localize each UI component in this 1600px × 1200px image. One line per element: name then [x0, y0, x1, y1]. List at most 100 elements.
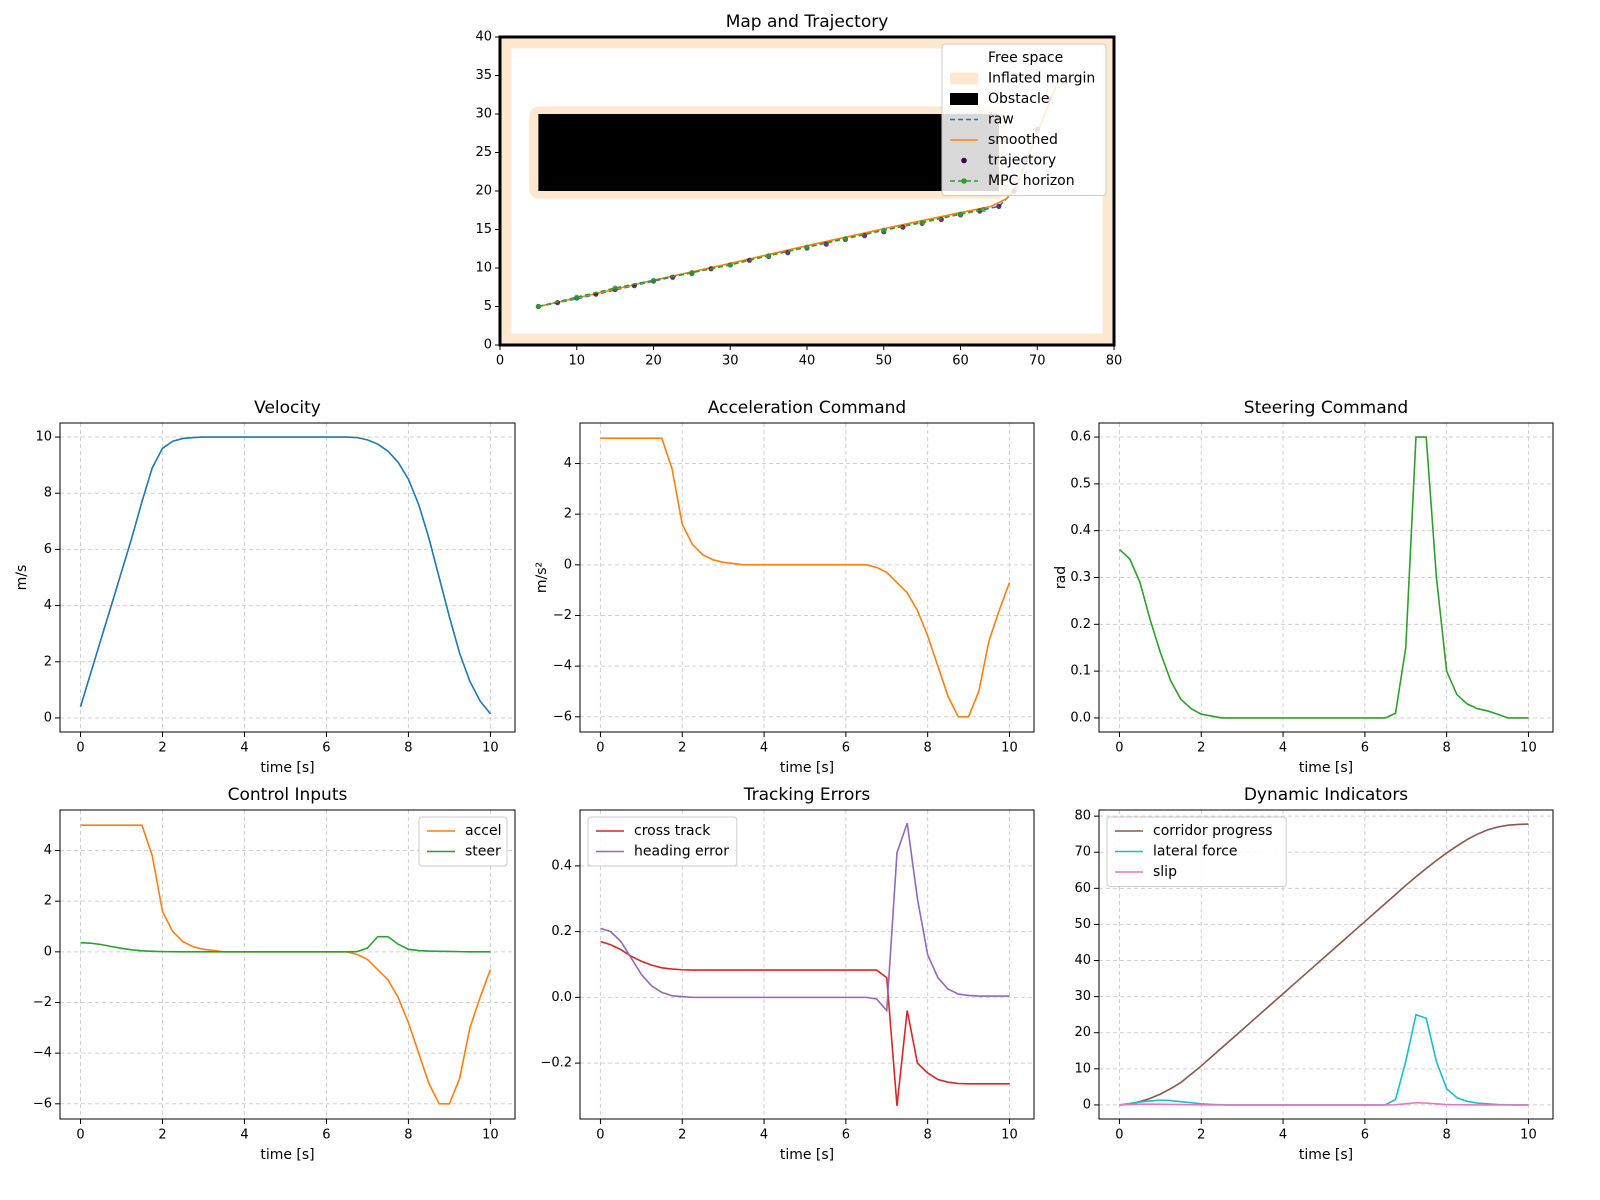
y-tick-label: −6 [33, 1096, 52, 1111]
series-line [1119, 1013, 1529, 1106]
x-tick-label: 10 [1001, 1128, 1018, 1143]
legend-label: slip [1153, 864, 1177, 880]
y-tick-label: 60 [1074, 881, 1091, 896]
legend-label: raw [988, 112, 1014, 128]
y-tick-label: 0.5 [1070, 476, 1091, 491]
legend-swatch [950, 93, 978, 105]
x-tick-label: 30 [722, 354, 739, 369]
legend-label: Free space [988, 50, 1063, 66]
x-tick-label: 0 [1115, 741, 1123, 756]
point [919, 219, 925, 226]
y-tick-label: 20 [475, 184, 492, 199]
x-tick-label: 40 [799, 354, 816, 369]
point [804, 244, 810, 250]
y-tick-label: 0 [44, 944, 52, 959]
point [650, 277, 657, 283]
chart-title: Acceleration Command [708, 398, 906, 418]
point [689, 270, 695, 276]
y-tick-label: −2 [553, 608, 572, 623]
y-tick-label: 80 [1074, 809, 1091, 824]
y-tick-label: 0.0 [1070, 710, 1091, 725]
legend-label: lateral force [1153, 844, 1238, 860]
y-tick-label: 30 [475, 107, 492, 122]
y-tick-label: 0.3 [1070, 570, 1091, 585]
x-tick-label: 2 [1197, 1128, 1205, 1143]
y-tick-label: −4 [33, 1046, 52, 1061]
chart-title: Steering Command [1244, 398, 1408, 418]
x-tick-label: 10 [1520, 1128, 1537, 1143]
series-line [600, 822, 1010, 1013]
x-tick-label: 4 [1279, 741, 1287, 756]
y-tick-label: 0.0 [551, 990, 572, 1005]
x-tick-label: 8 [404, 1128, 412, 1143]
y-tick-label: 10 [475, 261, 492, 276]
x-tick-label: 10 [1001, 741, 1018, 756]
y-tick-label: 20 [1074, 1025, 1091, 1040]
x-axis-label: time [s] [780, 1147, 834, 1163]
y-tick-label: 4 [44, 843, 52, 858]
x-tick-label: 4 [760, 1128, 768, 1143]
series-line [80, 824, 492, 1105]
y-tick-label: 25 [475, 145, 492, 160]
y-tick-label: −4 [553, 659, 572, 674]
y-tick-label: 0.2 [1070, 617, 1091, 632]
point [727, 262, 733, 268]
y-tick-label: 6 [44, 542, 52, 557]
legend-swatch [961, 178, 967, 184]
frame [498, 35, 1116, 347]
y-tick-label: 2 [564, 507, 572, 522]
series-line [1119, 1101, 1529, 1106]
obstacle [538, 114, 999, 191]
x-tick-label: 10 [482, 741, 499, 756]
x-tick-label: 0 [1115, 1128, 1123, 1143]
frame [579, 809, 1035, 1120]
chart-title: Tracking Errors [743, 785, 871, 805]
x-tick-label: 80 [1106, 354, 1123, 369]
x-tick-label: 6 [1361, 1128, 1369, 1143]
series-line [1119, 823, 1529, 1106]
y-tick-label: 4 [44, 598, 52, 613]
y-tick-label: 0 [564, 557, 572, 572]
y-tick-label: 40 [475, 30, 492, 45]
frame [579, 422, 1035, 733]
x-tick-label: 0 [76, 1128, 84, 1143]
y-tick-label: 0 [44, 710, 52, 725]
y-axis-label: m/s [14, 565, 30, 591]
legend-label: MPC horizon [988, 173, 1075, 189]
legend-label: heading error [634, 844, 729, 860]
y-tick-label: 30 [1074, 989, 1091, 1004]
frame [1098, 809, 1554, 1120]
legend-swatch [961, 157, 967, 164]
point [574, 294, 580, 300]
y-tick-label: 0 [484, 338, 492, 353]
legend-label: cross track [634, 823, 711, 839]
x-tick-label: 2 [158, 741, 166, 756]
y-tick-label: 2 [44, 654, 52, 669]
y-tick-label: 35 [475, 68, 492, 83]
legend-swatch [950, 72, 978, 85]
x-tick-label: 70 [1029, 354, 1046, 369]
legend-label: Obstacle [988, 91, 1049, 107]
x-tick-label: 4 [240, 1128, 248, 1143]
x-axis-label: time [s] [1299, 1147, 1353, 1163]
point [957, 211, 964, 217]
y-tick-label: −2 [33, 995, 52, 1010]
x-tick-label: 8 [924, 741, 932, 756]
point [996, 203, 1002, 209]
y-tick-label: −6 [553, 709, 572, 724]
point [881, 227, 887, 233]
y-tick-label: 0.2 [551, 924, 572, 939]
chart-title: Map and Trajectory [726, 12, 889, 32]
series-line [1118, 436, 1529, 719]
x-axis-label: time [s] [260, 760, 314, 776]
x-tick-label: 6 [842, 1128, 850, 1143]
x-tick-label: 2 [158, 1128, 166, 1143]
y-tick-label: 70 [1074, 845, 1091, 860]
x-tick-label: 2 [678, 1128, 686, 1143]
x-tick-label: 8 [924, 1128, 932, 1143]
x-axis-label: time [s] [780, 760, 834, 776]
y-tick-label: 2 [44, 894, 52, 909]
legend-label: corridor progress [1153, 823, 1273, 839]
y-axis-label: rad [1053, 566, 1069, 589]
series-line [600, 940, 1010, 1106]
